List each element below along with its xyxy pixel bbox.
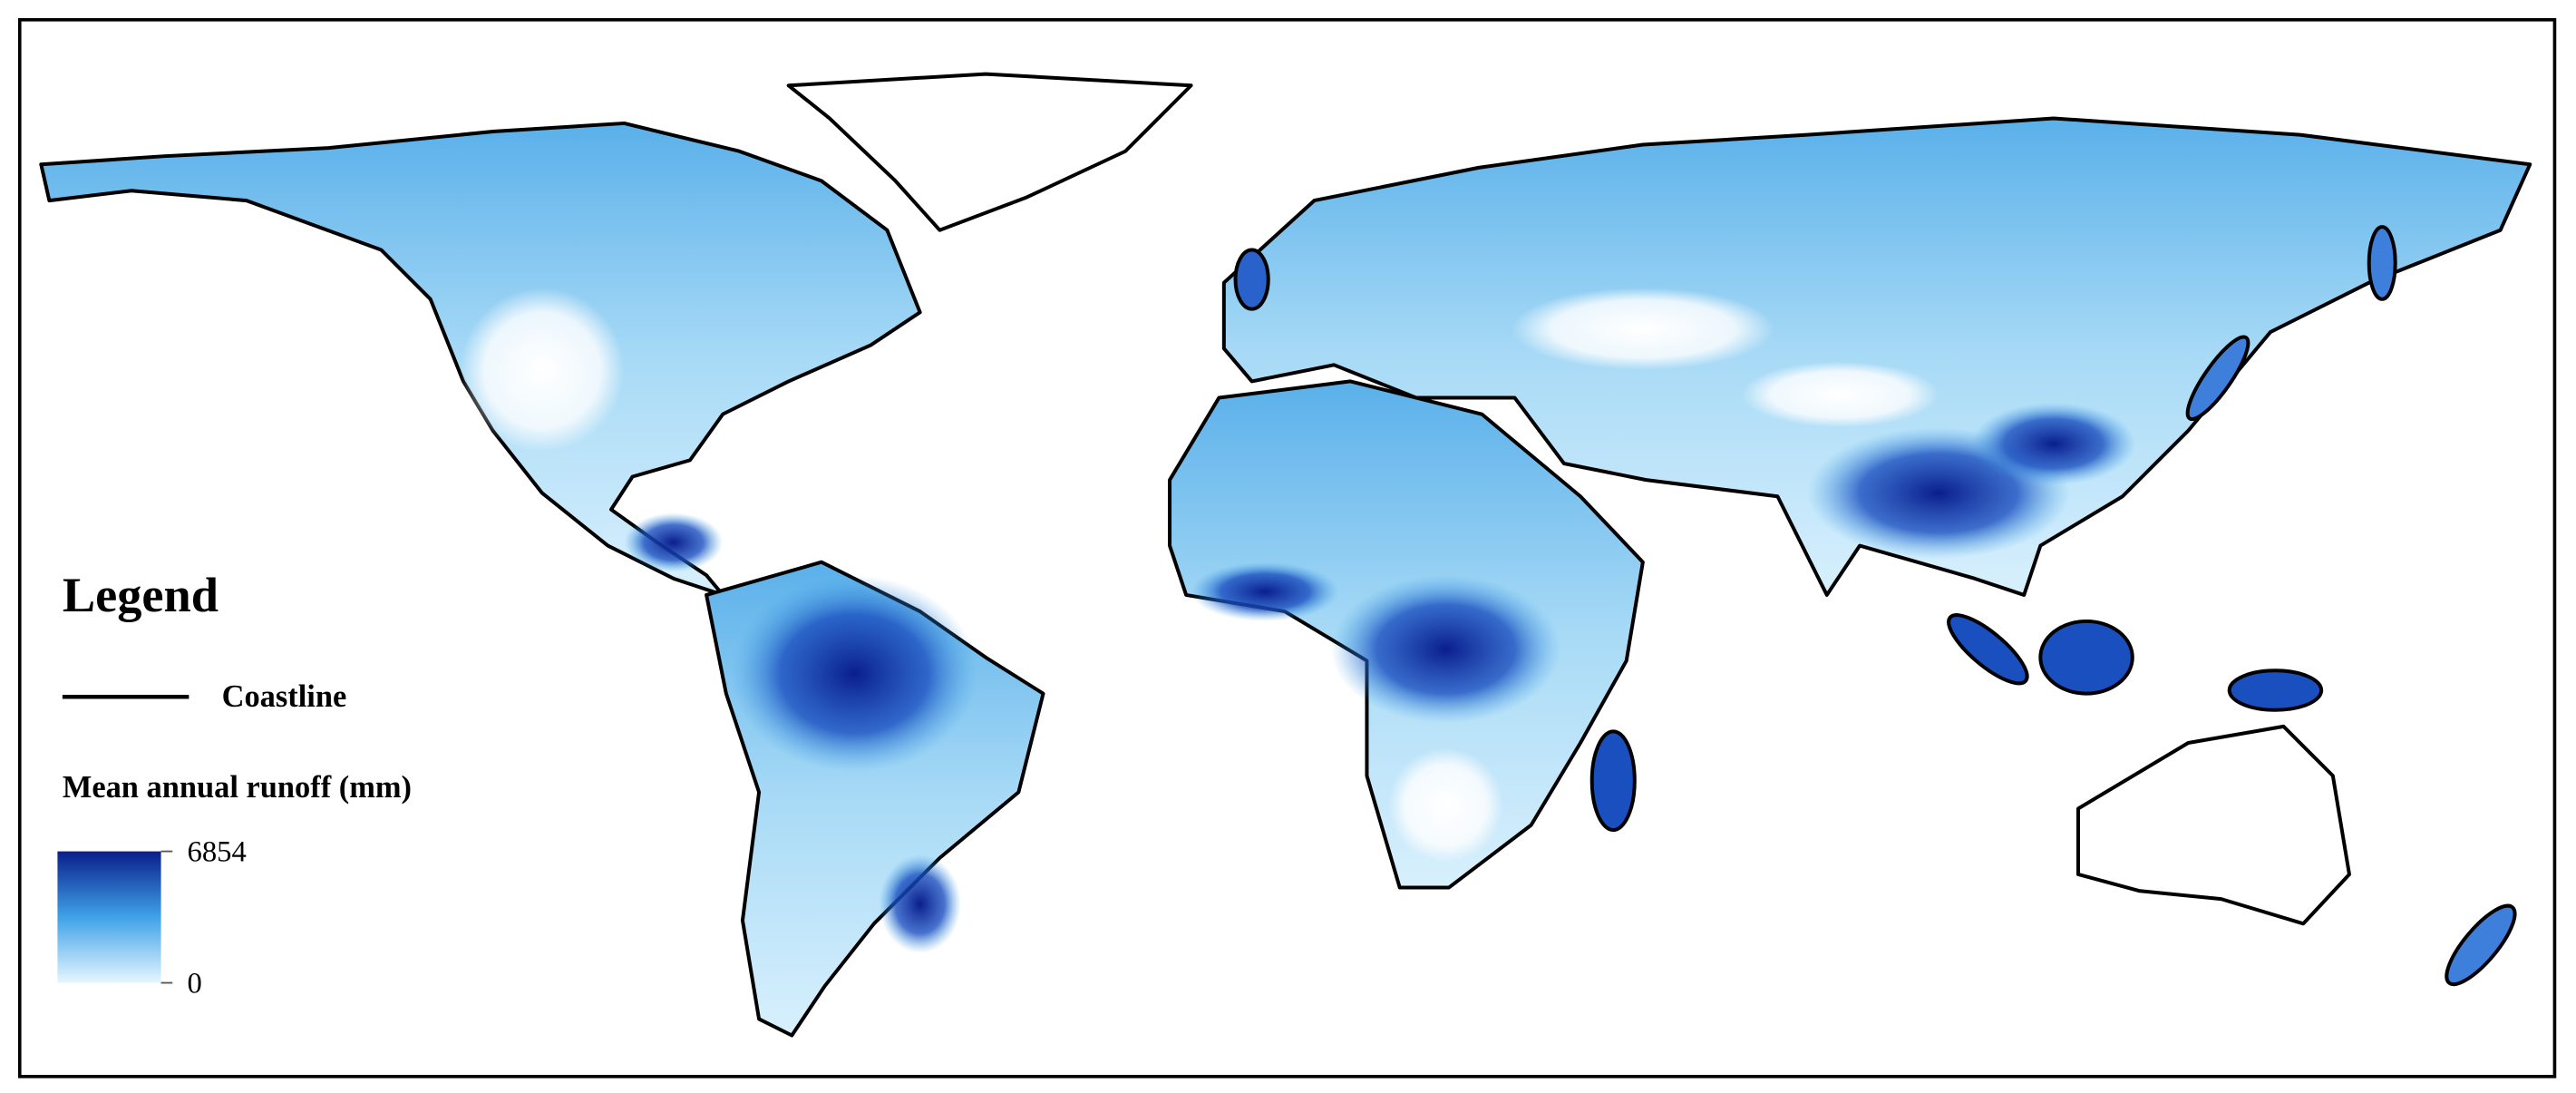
- sumatra: [1947, 613, 2029, 686]
- legend-title: Legend: [63, 568, 219, 622]
- japan: [2185, 335, 2250, 422]
- colorbar-tick-label: 0: [188, 967, 202, 1000]
- madagascar: [1589, 729, 1637, 833]
- coastline-label: Coastline: [222, 679, 347, 714]
- new-zealand: [2445, 903, 2517, 987]
- new-guinea: [2227, 668, 2324, 712]
- borneo: [2038, 619, 2134, 696]
- eurasia: [1221, 116, 2532, 597]
- greenland: [786, 72, 1193, 232]
- colorbar: [57, 851, 161, 983]
- britain: [1233, 248, 1270, 311]
- kamchatka: [2367, 225, 2397, 301]
- colorbar-title: Mean annual runoff (mm): [63, 770, 412, 805]
- runoff-shading: [460, 288, 2136, 953]
- colorbar-tick-label: 6854: [188, 835, 247, 868]
- australia: [2076, 724, 2351, 926]
